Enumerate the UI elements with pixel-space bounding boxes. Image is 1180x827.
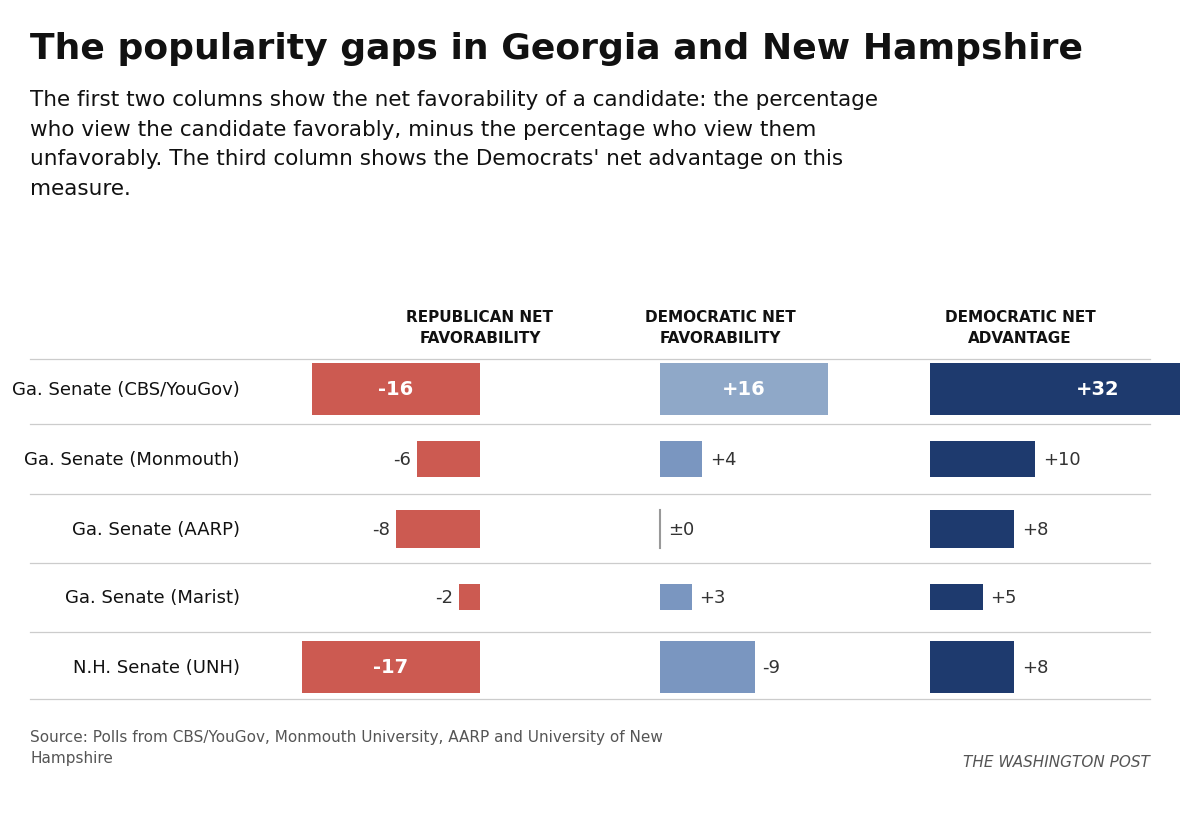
Bar [660,585,691,610]
Bar [660,364,828,415]
Bar [417,442,480,477]
Text: DEMOCRATIC NET
ADVANTAGE: DEMOCRATIC NET ADVANTAGE [945,309,1095,346]
Text: +4: +4 [710,451,736,468]
Text: REPUBLICAN NET
FAVORABILITY: REPUBLICAN NET FAVORABILITY [406,309,553,346]
Bar [930,585,983,610]
Text: +8: +8 [1022,658,1048,676]
Bar [660,442,702,477]
Bar [396,510,480,548]
Text: Ga. Senate (CBS/YouGov): Ga. Senate (CBS/YouGov) [12,380,240,399]
Text: DEMOCRATIC NET
FAVORABILITY: DEMOCRATIC NET FAVORABILITY [644,309,795,346]
Text: -9: -9 [762,658,780,676]
Text: -8: -8 [372,520,391,538]
Bar [302,641,480,693]
Text: Ga. Senate (Marist): Ga. Senate (Marist) [65,588,240,606]
Text: +3: +3 [700,588,726,606]
Bar [312,364,480,415]
Bar [930,641,1014,693]
Bar [930,364,1180,415]
Bar [660,641,754,693]
Text: -16: -16 [379,380,414,399]
Text: The first two columns show the net favorability of a candidate: the percentage
w: The first two columns show the net favor… [30,90,878,198]
Text: +10: +10 [1043,451,1081,468]
Text: -2: -2 [435,588,453,606]
Text: +8: +8 [1022,520,1048,538]
Text: -17: -17 [373,657,408,676]
Text: ±0: ±0 [668,520,694,538]
Text: Ga. Senate (AARP): Ga. Senate (AARP) [72,520,240,538]
Text: +16: +16 [722,380,766,399]
Text: +32: +32 [1076,380,1120,399]
Text: -6: -6 [393,451,411,468]
Text: N.H. Senate (UNH): N.H. Senate (UNH) [73,658,240,676]
Text: +5: +5 [990,588,1017,606]
Bar [930,442,1035,477]
Text: THE WASHINGTON POST: THE WASHINGTON POST [963,754,1150,769]
Bar [459,585,480,610]
Text: Source: Polls from CBS/YouGov, Monmouth University, AARP and University of New
H: Source: Polls from CBS/YouGov, Monmouth … [30,729,663,765]
Text: The popularity gaps in Georgia and New Hampshire: The popularity gaps in Georgia and New H… [30,32,1083,66]
Bar [930,510,1014,548]
Text: Ga. Senate (Monmouth): Ga. Senate (Monmouth) [25,451,240,468]
